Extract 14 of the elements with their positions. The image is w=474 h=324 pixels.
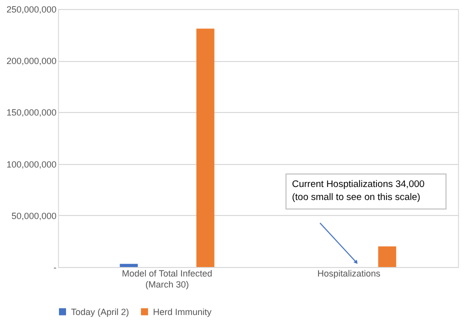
y-tick-label: 50,000,000 — [11, 210, 56, 221]
y-tick-label: 250,000,000 — [6, 4, 56, 14]
y-tick-label: 100,000,000 — [6, 159, 56, 170]
bar — [120, 264, 138, 267]
y-tick-label: - — [54, 262, 56, 272]
x-tick-label: Model of Total Infected (March 30) — [122, 268, 212, 290]
x-tick-label: Hospitalizations — [317, 268, 381, 278]
legend-label: Herd Immunity — [153, 306, 212, 317]
legend-label: Today (April 2) — [71, 306, 130, 317]
bar — [196, 28, 214, 267]
annotation: Current Hosptializations 34,000 (too small to see on this scale) — [292, 179, 425, 203]
bar — [378, 246, 396, 267]
y-tick-label: 200,000,000 — [6, 56, 56, 66]
y-tick-label: 150,000,000 — [6, 108, 56, 118]
